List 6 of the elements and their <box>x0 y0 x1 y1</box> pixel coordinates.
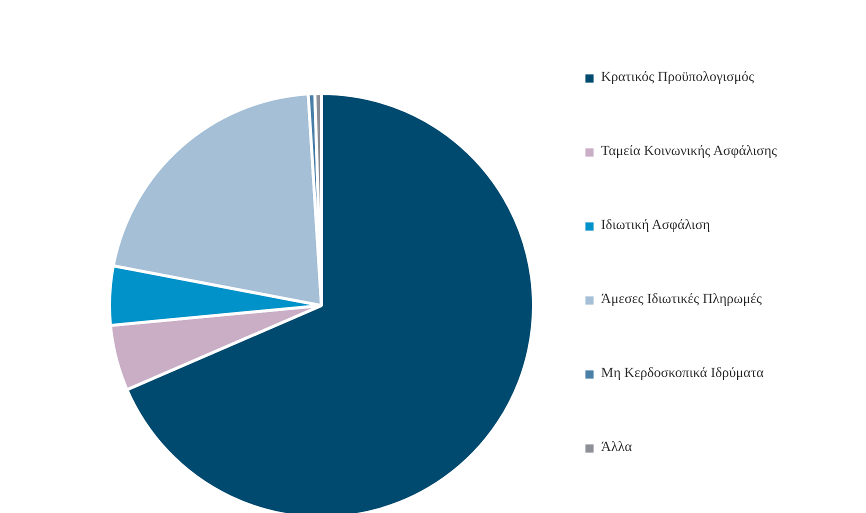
legend-label: Μη Κερδοσκοπικά Ιδρύματα <box>601 366 764 382</box>
legend-label: Άμεσες Ιδιωτικές Πληρωμές <box>601 292 762 308</box>
legend-label: Ιδιωτική Ασφάλιση <box>601 218 710 234</box>
legend-label: Κρατικός Προϋπολογισμός <box>601 70 754 86</box>
legend-label: Άλλα <box>601 440 632 456</box>
legend-label: Ταμεία Κοινωνικής Ασφάλισης <box>601 144 777 160</box>
